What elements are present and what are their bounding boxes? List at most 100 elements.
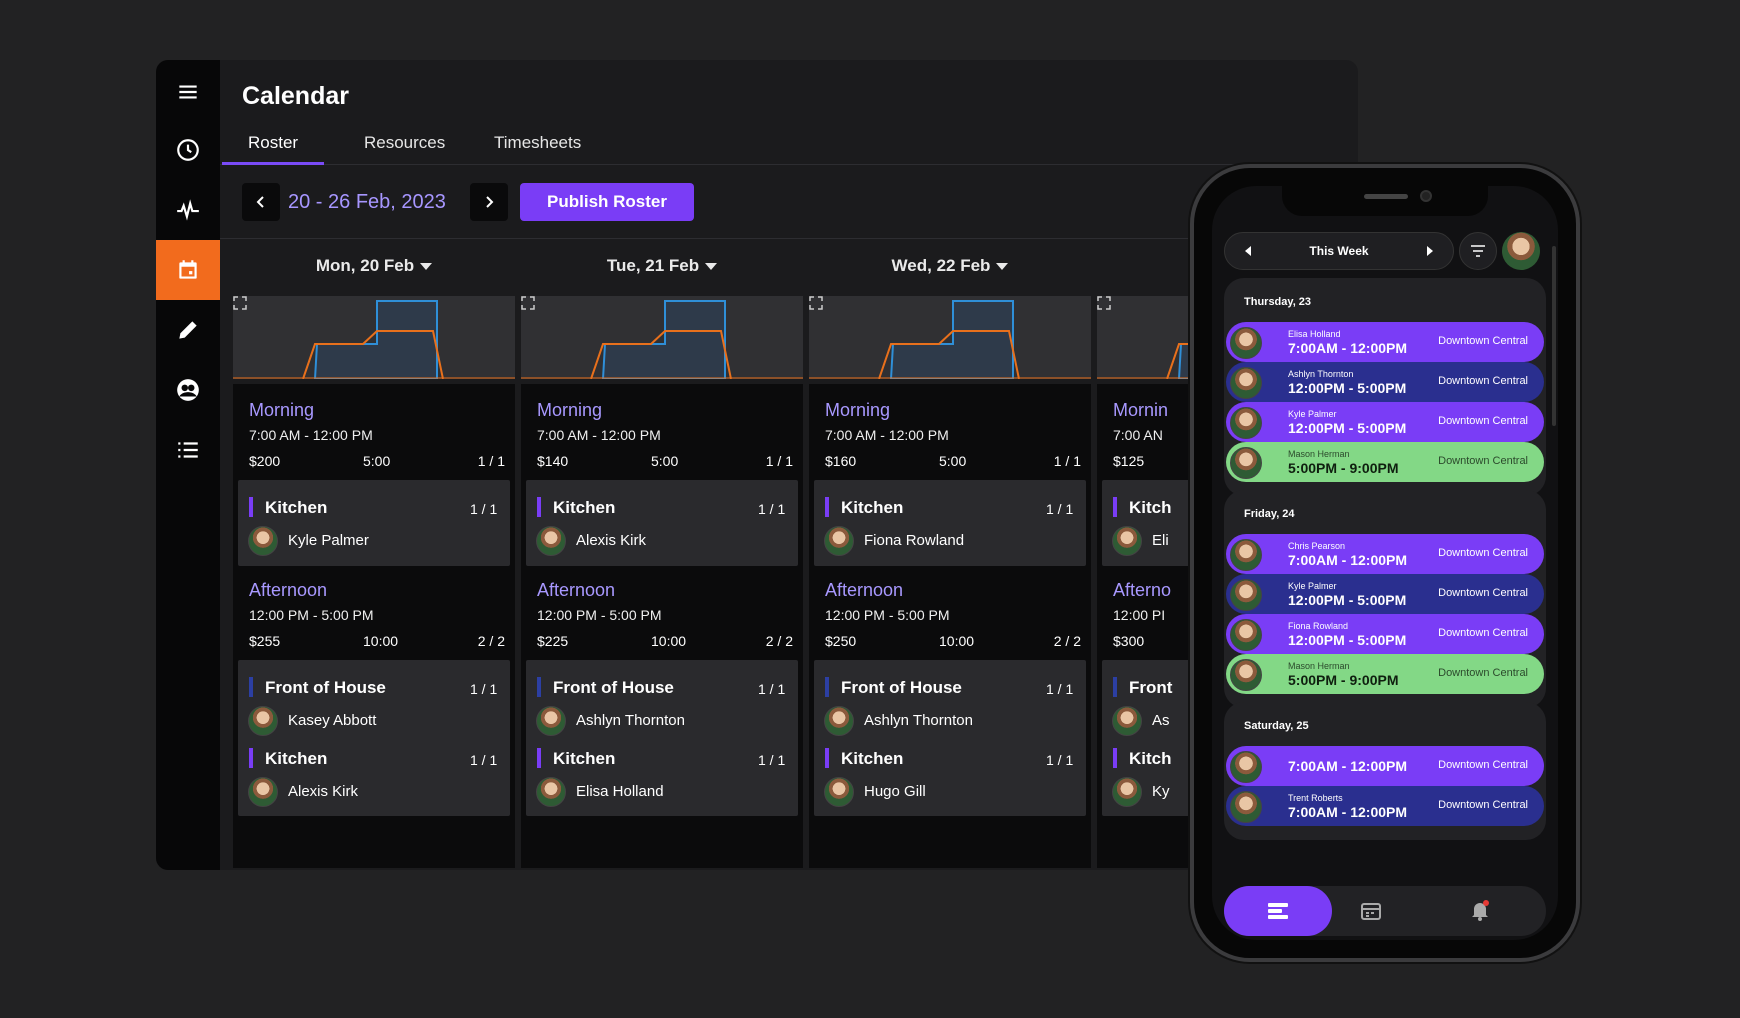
role-name: Kitchen xyxy=(841,498,904,517)
role-line[interactable]: Kitchen 1 / 1 Alexis Kirk xyxy=(238,731,510,808)
next-week-button[interactable] xyxy=(470,183,508,221)
shift-pill[interactable]: Kyle Palmer 12:00PM - 5:00PM Downtown Ce… xyxy=(1226,402,1544,442)
avatar xyxy=(536,777,566,807)
filter-button[interactable] xyxy=(1459,232,1497,270)
prev-week-button[interactable] xyxy=(242,183,280,221)
shift-cost: $255 xyxy=(249,633,281,649)
role-line[interactable]: Front As xyxy=(1102,660,1234,737)
expand-icon[interactable] xyxy=(809,296,823,310)
expand-icon[interactable] xyxy=(233,296,247,310)
sidebar-item-activity[interactable] xyxy=(156,180,220,240)
role-color-bar xyxy=(249,748,253,768)
person-name: Alexis Kirk xyxy=(288,783,359,800)
tab-roster[interactable]: Roster xyxy=(222,132,325,165)
role-line[interactable]: Kitchen 1 / 1 Alexis Kirk xyxy=(526,480,798,557)
avatar xyxy=(824,526,854,556)
role-name: Kitch xyxy=(1129,749,1172,768)
role-line[interactable]: Front of House 1 / 1 Ashlyn Thornton xyxy=(526,660,798,737)
shift-time: 12:00PM - 5:00PM xyxy=(1288,420,1407,436)
shift-hours: 5:00 xyxy=(651,453,679,469)
shift-pill[interactable]: Kyle Palmer 12:00PM - 5:00PM Downtown Ce… xyxy=(1226,574,1544,614)
role-line[interactable]: Front of House 1 / 1 Kasey Abbott xyxy=(238,660,510,737)
caret-down-icon[interactable] xyxy=(996,263,1009,271)
phone-tab-bar xyxy=(1224,886,1546,936)
role-count: 1 / 1 xyxy=(758,752,786,768)
tab-roster-active[interactable] xyxy=(1224,886,1332,936)
shift-name: Afternoon xyxy=(537,580,616,600)
shift-time: 12:00PM - 5:00PM xyxy=(1288,632,1407,648)
shift-person: Mason Herman xyxy=(1288,449,1350,459)
role-line[interactable]: Kitch Eli xyxy=(1102,480,1234,557)
shift-pill[interactable]: Mason Herman 5:00PM - 9:00PM Downtown Ce… xyxy=(1226,442,1544,482)
sidebar-item-list[interactable] xyxy=(156,420,220,480)
role-line[interactable]: Front of House 1 / 1 Ashlyn Thornton xyxy=(814,660,1086,737)
user-avatar[interactable] xyxy=(1502,232,1540,270)
main-content: Calendar Roster Resources Timesheets 20 … xyxy=(220,60,1358,870)
shift-pill[interactable]: Trent Roberts 7:00AM - 12:00PM Downtown … xyxy=(1226,786,1544,826)
role-name: Kitchen xyxy=(553,749,616,768)
shift-pill[interactable]: Mason Herman 5:00PM - 9:00PM Downtown Ce… xyxy=(1226,654,1544,694)
sidebar-item-menu[interactable] xyxy=(156,62,220,122)
staffing-chart-svg xyxy=(233,300,515,379)
shift-person: Chris Pearson xyxy=(1288,541,1346,551)
role-line[interactable]: Kitch Ky xyxy=(1102,731,1234,808)
person-name: Fiona Rowland xyxy=(864,532,965,549)
role-block: Kitchen 1 / 1 Fiona Rowland xyxy=(814,480,1086,566)
people-icon xyxy=(177,379,199,401)
sidebar-item-edit[interactable] xyxy=(156,300,220,360)
staffing-line xyxy=(302,330,444,379)
sidebar-item-calendar[interactable] xyxy=(156,240,220,300)
sidebar-item-people[interactable] xyxy=(156,360,220,420)
role-name: Kitch xyxy=(1129,498,1172,517)
expand-icon[interactable] xyxy=(521,296,535,310)
avatar xyxy=(248,706,278,736)
staffing-line xyxy=(878,330,1020,379)
shift-pill[interactable]: 7:00AM - 12:00PM Downtown Central xyxy=(1226,746,1544,786)
avatar xyxy=(536,526,566,556)
bell-icon[interactable] xyxy=(1468,898,1492,922)
week-selector[interactable]: This Week xyxy=(1224,232,1454,270)
shift-pill[interactable]: Ashlyn Thornton 12:00PM - 5:00PM Downtow… xyxy=(1226,362,1544,402)
staffing-chart xyxy=(521,296,803,379)
shift-pill[interactable]: Fiona Rowland 12:00PM - 5:00PM Downtown … xyxy=(1226,614,1544,654)
tab-bar: Roster Resources Timesheets xyxy=(220,132,1358,165)
sidebar xyxy=(156,60,220,870)
day-header[interactable]: Mon, 20 Feb xyxy=(233,256,515,276)
shift-pill[interactable]: Elisa Holland 7:00AM - 12:00PM Downtown … xyxy=(1226,322,1544,362)
camera xyxy=(1420,190,1432,202)
avatar xyxy=(1230,327,1262,359)
shift-name: Morning xyxy=(825,400,891,420)
person-name: Ashlyn Thornton xyxy=(576,712,685,729)
day-header[interactable]: Wed, 22 Feb xyxy=(809,256,1091,276)
role-line[interactable]: Kitchen 1 / 1 Elisa Holland xyxy=(526,731,798,808)
day-header[interactable]: Tue, 21 Feb xyxy=(521,256,803,276)
shift-location: Downtown Central xyxy=(1438,587,1528,599)
role-line[interactable]: Kitchen 1 / 1 Hugo Gill xyxy=(814,731,1086,808)
caret-down-icon[interactable] xyxy=(420,263,433,271)
expand-icon[interactable] xyxy=(1097,296,1111,310)
role-color-bar xyxy=(1113,748,1117,768)
shift-name: Mornin xyxy=(1113,400,1169,420)
role-line[interactable]: Kitchen 1 / 1 Kyle Palmer xyxy=(238,480,510,557)
caret-down-icon[interactable] xyxy=(705,263,718,271)
person-name: Ashlyn Thornton xyxy=(864,712,973,729)
shift-location: Downtown Central xyxy=(1438,759,1528,771)
role-line[interactable]: Kitchen 1 / 1 Fiona Rowland xyxy=(814,480,1086,557)
shift-location: Downtown Central xyxy=(1438,627,1528,639)
person-name: Kyle Palmer xyxy=(288,532,369,549)
scrollbar[interactable] xyxy=(1552,246,1556,426)
caret-left-icon[interactable] xyxy=(1245,246,1251,256)
shift-time: 7:00AM - 12:00PM xyxy=(1288,340,1408,356)
calendar-icon[interactable] xyxy=(1360,900,1382,922)
shift-name: Afternoon xyxy=(249,580,328,600)
tab-timesheets[interactable]: Timesheets xyxy=(494,133,582,152)
caret-right-icon[interactable] xyxy=(1427,246,1433,256)
shift-time: 12:00 PM - 5:00 PM xyxy=(249,607,374,623)
shift-pill[interactable]: Chris Pearson 7:00AM - 12:00PM Downtown … xyxy=(1226,534,1544,574)
shift-person: Elisa Holland xyxy=(1288,329,1341,339)
role-color-bar xyxy=(1113,497,1117,517)
sidebar-item-clock[interactable] xyxy=(156,120,220,180)
shift-person: Fiona Rowland xyxy=(1288,621,1349,631)
tab-resources[interactable]: Resources xyxy=(364,133,446,152)
publish-roster-button[interactable]: Publish Roster xyxy=(520,183,694,221)
